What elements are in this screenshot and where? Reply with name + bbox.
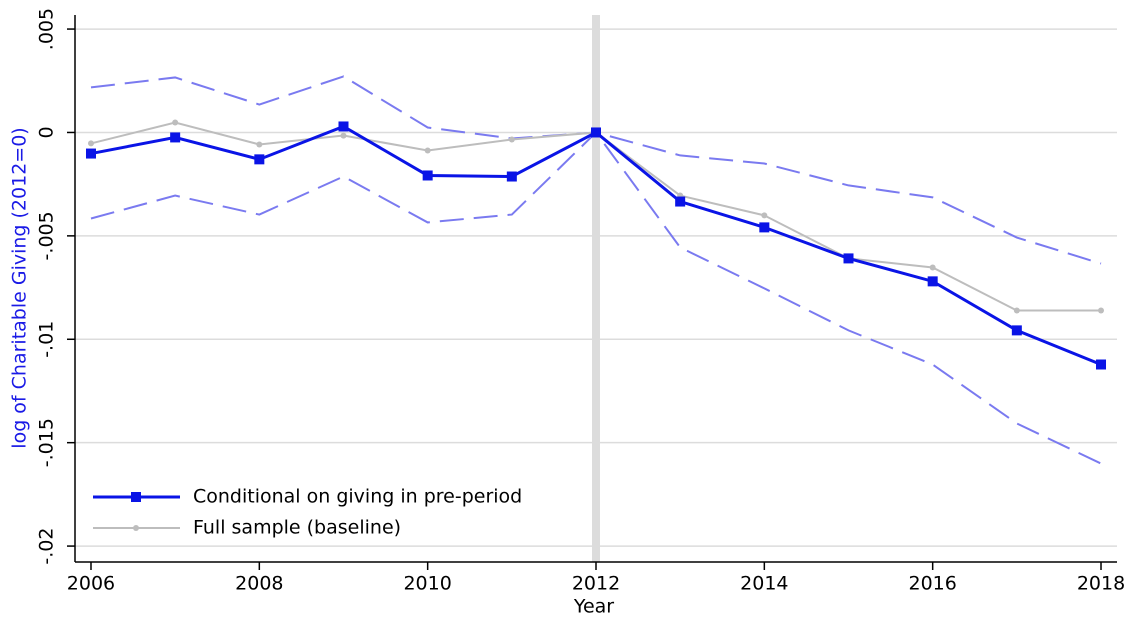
- legend-marker: [131, 492, 141, 502]
- y-tick-label: -.02: [36, 528, 58, 565]
- point: [843, 253, 854, 264]
- point: [172, 119, 179, 126]
- point: [170, 132, 181, 143]
- point: [87, 140, 94, 147]
- y-axis-label: log of Charitable Giving (2012=0): [9, 127, 31, 448]
- point: [759, 222, 770, 233]
- y-tick-label: -.015: [36, 418, 58, 467]
- y-tick-label: .005: [36, 8, 58, 50]
- point: [340, 132, 347, 139]
- x-tick-label: 2018: [1077, 573, 1125, 595]
- point: [506, 171, 517, 182]
- x-tick-label: 2006: [67, 573, 115, 595]
- x-tick-label: 2012: [572, 573, 620, 595]
- x-tick-label: 2008: [235, 573, 283, 595]
- point: [675, 196, 686, 207]
- point: [927, 276, 938, 287]
- y-tick-label: -.005: [36, 211, 58, 260]
- point: [85, 148, 96, 159]
- point: [256, 141, 263, 148]
- point: [1011, 325, 1022, 336]
- y-tick-label: 0: [36, 126, 58, 138]
- legend-label: Full sample (baseline): [193, 517, 401, 539]
- point: [422, 170, 433, 181]
- reference-line: [592, 15, 600, 562]
- point: [338, 121, 349, 132]
- x-tick-label: 2010: [403, 573, 451, 595]
- point: [1013, 307, 1020, 314]
- x-axis-label: Year: [573, 596, 614, 618]
- legend-marker: [133, 525, 139, 531]
- y-tick-label: -.01: [36, 321, 58, 358]
- point: [1098, 307, 1105, 314]
- point: [424, 147, 431, 154]
- point: [254, 154, 265, 165]
- point: [761, 212, 768, 219]
- x-tick-label: 2016: [908, 573, 956, 595]
- legend-label: Conditional on giving in pre-period: [193, 486, 522, 508]
- point: [591, 127, 601, 138]
- point: [1096, 359, 1107, 370]
- x-tick-label: 2014: [740, 573, 788, 595]
- point: [929, 264, 936, 271]
- point: [508, 136, 515, 143]
